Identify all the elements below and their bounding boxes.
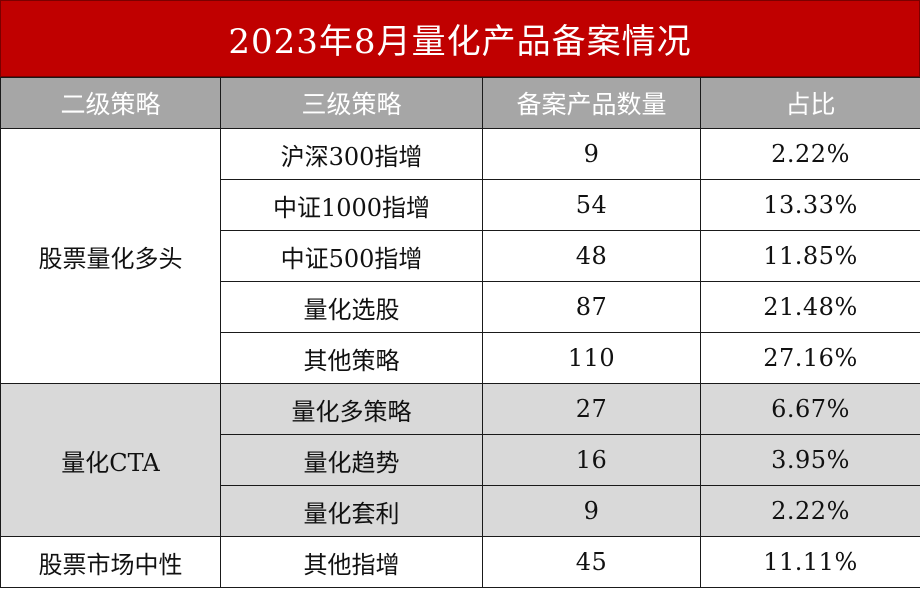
share-value: 27.16% bbox=[700, 332, 920, 384]
table-row: 其他策略 110 27.16% bbox=[1, 332, 920, 384]
group-name: 股票量化多头 bbox=[0, 128, 221, 384]
table-row: 中证500指增 48 11.85% bbox=[1, 230, 920, 282]
header-level2-strategy: 二级策略 bbox=[0, 77, 221, 129]
sub-strategy: 其他指增 bbox=[220, 536, 483, 588]
sub-strategy: 其他策略 bbox=[220, 332, 483, 384]
header-row: 二级策略 三级策略 备案产品数量 占比 bbox=[0, 77, 920, 129]
filing-table: 二级策略 三级策略 备案产品数量 占比 股票量化多头 沪深300指增 9 2.2… bbox=[0, 77, 920, 588]
group-name: 股票市场中性 bbox=[0, 536, 221, 588]
filed-count: 48 bbox=[482, 230, 701, 282]
share-value: 21.48% bbox=[700, 281, 920, 333]
sub-strategy: 量化趋势 bbox=[220, 434, 483, 486]
sub-strategy: 量化选股 bbox=[220, 281, 483, 333]
filed-count: 16 bbox=[482, 434, 701, 486]
filed-count: 9 bbox=[482, 128, 701, 180]
share-value: 13.33% bbox=[700, 179, 920, 231]
table-row: 中证1000指增 54 13.33% bbox=[1, 179, 920, 231]
share-value: 6.67% bbox=[700, 383, 920, 435]
filed-count: 54 bbox=[482, 179, 701, 231]
sub-strategy: 沪深300指增 bbox=[220, 128, 483, 180]
sub-strategy: 中证1000指增 bbox=[220, 179, 483, 231]
share-value: 11.85% bbox=[700, 230, 920, 282]
table-row: 量化选股 87 21.48% bbox=[1, 281, 920, 333]
sub-strategy: 量化多策略 bbox=[220, 383, 483, 435]
sub-strategy: 中证500指增 bbox=[220, 230, 483, 282]
table-row: 股票量化多头 沪深300指增 9 2.22% bbox=[0, 128, 920, 384]
page-title: 2023年8月量化产品备案情况 bbox=[0, 0, 920, 77]
filed-count: 27 bbox=[482, 383, 701, 435]
table-row: 量化CTA 量化多策略 27 6.67% bbox=[0, 383, 920, 537]
group-name: 量化CTA bbox=[0, 383, 221, 537]
sub-strategy: 量化套利 bbox=[220, 485, 483, 537]
filed-count: 9 bbox=[482, 485, 701, 537]
share-value: 3.95% bbox=[700, 434, 920, 486]
header-filed-count: 备案产品数量 bbox=[482, 77, 701, 129]
share-value: 2.22% bbox=[700, 128, 920, 180]
share-value: 2.22% bbox=[700, 485, 920, 537]
filed-count: 110 bbox=[482, 332, 701, 384]
table-row: 股票市场中性 其他指增 45 11.11% bbox=[0, 536, 920, 588]
filed-count: 45 bbox=[482, 536, 701, 588]
header-share: 占比 bbox=[700, 77, 920, 129]
filed-count: 87 bbox=[482, 281, 701, 333]
header-level3-strategy: 三级策略 bbox=[220, 77, 483, 129]
share-value: 11.11% bbox=[700, 536, 920, 588]
